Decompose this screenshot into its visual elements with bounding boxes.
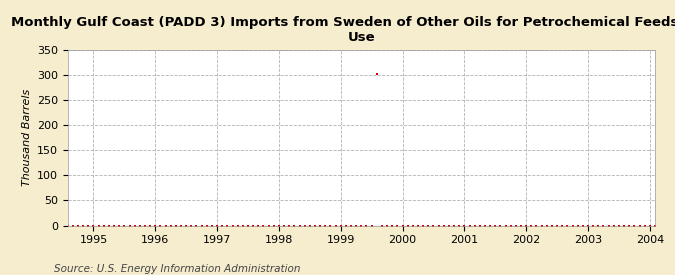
Text: Source: U.S. Energy Information Administration: Source: U.S. Energy Information Administ… xyxy=(54,264,300,274)
Title: Monthly Gulf Coast (PADD 3) Imports from Sweden of Other Oils for Petrochemical : Monthly Gulf Coast (PADD 3) Imports from… xyxy=(11,16,675,44)
Y-axis label: Thousand Barrels: Thousand Barrels xyxy=(22,89,32,186)
